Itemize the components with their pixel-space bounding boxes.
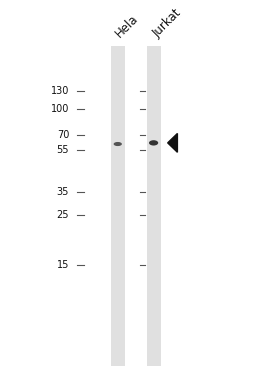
Text: 15: 15 [57,260,69,270]
Text: 130: 130 [51,86,69,96]
Text: 70: 70 [57,130,69,140]
Text: 100: 100 [51,104,69,114]
Bar [111,46,125,366]
Polygon shape [168,133,177,152]
Ellipse shape [114,142,122,146]
Ellipse shape [149,140,158,146]
Text: 35: 35 [57,187,69,197]
Text: Jurkat: Jurkat [151,6,184,40]
Text: 55: 55 [57,146,69,155]
Text: 25: 25 [57,210,69,220]
Bar [146,46,161,366]
Text: Hela: Hela [112,12,141,40]
